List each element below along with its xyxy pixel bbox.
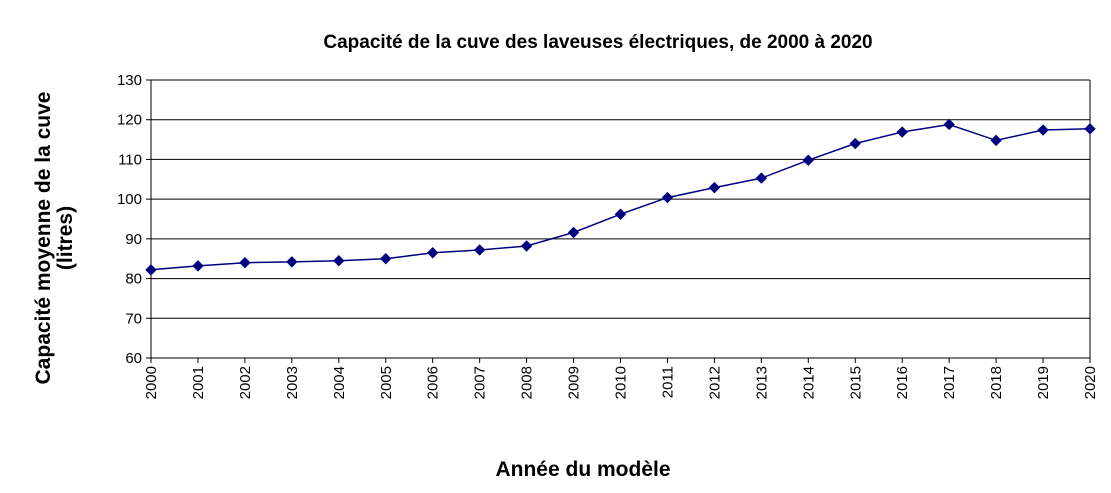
x-tick-label-2019: 2019 (1035, 366, 1052, 399)
x-tick-label-2005: 2005 (378, 366, 395, 399)
data-point-2002 (239, 256, 251, 269)
data-point-2009 (567, 226, 580, 239)
y-tick-label-80: 80 (125, 271, 142, 288)
y-tick-label-70: 70 (125, 310, 142, 327)
x-tick-label-2002: 2002 (237, 366, 254, 399)
x-tick-label-2020: 2020 (1082, 366, 1099, 399)
data-point-2001 (192, 260, 204, 272)
x-tick-label-2016: 2016 (894, 366, 911, 399)
y-tick-label-90: 90 (125, 231, 142, 248)
x-tick-label-2008: 2008 (519, 366, 536, 399)
y-tick-label-110: 110 (118, 151, 142, 168)
x-tick-label-2015: 2015 (847, 366, 864, 399)
y-tick-label-130: 130 (117, 72, 142, 89)
data-point-2005 (380, 253, 392, 265)
data-point-2014 (802, 154, 815, 166)
x-tick-label-2011: 2011 (659, 366, 676, 398)
data-point-2010 (614, 208, 627, 220)
y-axis-label-group: Capacité moyenne de la cuve (litres) (32, 92, 77, 385)
y-axis-label-line2: (litres) (54, 206, 77, 270)
data-point-2000 (145, 264, 157, 276)
y-tick-label-120: 120 (117, 112, 142, 129)
x-tick-label-2017: 2017 (941, 366, 958, 399)
data-point-2020 (1084, 123, 1096, 135)
x-tick-label-2018: 2018 (988, 366, 1005, 399)
y-axis-label-line1: Capacité moyenne de la cuve (32, 92, 55, 385)
series-line-0 (150, 123, 1091, 271)
data-point-2019 (1037, 124, 1049, 136)
y-tick-label-100: 100 (117, 191, 142, 208)
x-tick-label-2014: 2014 (800, 366, 817, 399)
data-point-2004 (333, 254, 345, 267)
y-gridlines (151, 79, 1090, 319)
data-point-2012 (708, 181, 721, 194)
y-tick-labels: 60 70 80 90 100 110 120 130 (117, 72, 142, 367)
x-tick-label-2003: 2003 (284, 366, 301, 399)
data-point-2017 (943, 118, 955, 131)
series-line (150, 123, 1091, 271)
x-tick-labels: 2000 2001 2002 2003 2004 2005 2006 2007 2008 2009… (143, 366, 1099, 399)
x-axis-label: Année du modèle (495, 458, 670, 481)
x-tick-label-2001: 2001 (190, 366, 207, 399)
data-point-2016 (896, 126, 908, 138)
data-point-2006 (426, 247, 439, 259)
data-point-2011 (661, 191, 674, 204)
y-tick-label-60: 60 (125, 350, 142, 367)
axes (146, 79, 1091, 363)
chart-title: Capacité de la cuve des laveuses électri… (323, 32, 872, 53)
x-tick-label-2013: 2013 (753, 366, 770, 399)
x-tick-label-2010: 2010 (613, 366, 630, 399)
x-tick-label-2004: 2004 (331, 366, 348, 399)
data-point-2008 (520, 240, 533, 252)
data-point-2003 (286, 256, 298, 268)
x-tick-label-2012: 2012 (706, 366, 723, 399)
x-tick-label-2006: 2006 (425, 366, 442, 399)
x-tick-label-2009: 2009 (566, 366, 583, 399)
data-point-2018 (990, 134, 1002, 147)
x-tick-label-2007: 2007 (472, 366, 489, 399)
data-point-2013 (755, 172, 768, 184)
data-point-2015 (849, 137, 861, 150)
series-markers (145, 118, 1096, 276)
x-tick-label-2000: 2000 (143, 366, 160, 399)
data-point-2007 (473, 244, 486, 256)
